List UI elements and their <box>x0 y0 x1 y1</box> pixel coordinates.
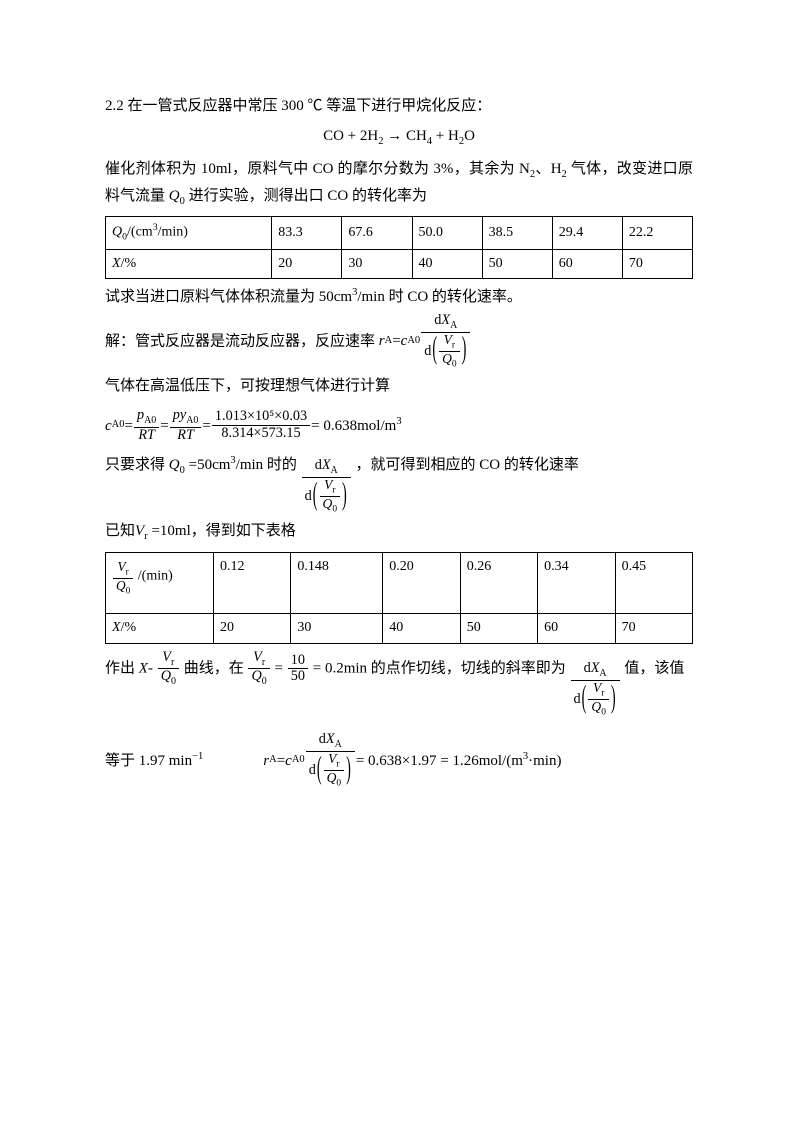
rate-equation: rA = cA0 dXA d(VrQ0) <box>379 313 472 370</box>
gas-ideal-text: 气体在高温低压下，可按理想气体进行计算 <box>105 374 693 398</box>
ca0-numerator: 1.013×10⁵×0.03 <box>212 409 310 426</box>
table-cell: 50 <box>460 614 537 643</box>
table-cell: 0.20 <box>383 553 460 614</box>
solution-intro-text: 解：管式反应器是流动反应器，反应速率 <box>105 333 379 349</box>
final-numbers: = 0.638×1.97 = 1.26mol/(m3·min) <box>356 749 562 773</box>
table-flow-conversion: Q0/(cm3/min) 83.3 67.6 50.0 38.5 29.4 22… <box>105 216 693 279</box>
table-header-vr: VrQ0 /(min) <box>106 553 214 614</box>
plot-instruction: 作出 X- VrQ0 曲线，在 VrQ0 = 1050 = 0.2min 的点作… <box>105 650 693 719</box>
table-cell: 70 <box>615 614 692 643</box>
table-cell: 22.2 <box>622 217 692 249</box>
ca0-denominator: 8.314×573.15 <box>212 426 310 442</box>
slope-value: 等于 1.97 min−1 <box>105 749 203 773</box>
table-row: X/% 20 30 40 50 60 70 <box>106 614 693 643</box>
solution-intro: 解：管式反应器是流动反应器，反应速率 rA = cA0 dXA d(VrQ0) <box>105 313 693 370</box>
table-cell: 20 <box>272 249 342 278</box>
frac-fifty: 50 <box>288 669 308 685</box>
table-row: VrQ0 /(min) 0.12 0.148 0.20 0.26 0.34 0.… <box>106 553 693 614</box>
table-cell: 30 <box>342 249 412 278</box>
table-row: Q0/(cm3/min) 83.3 67.6 50.0 38.5 29.4 22… <box>106 217 693 249</box>
need-suffix: ，就可得到相应的 CO 的转化速率 <box>356 457 579 473</box>
table-cell: 50 <box>482 249 552 278</box>
table-cell: 38.5 <box>482 217 552 249</box>
table-cell: 40 <box>383 614 460 643</box>
table-cell: 20 <box>214 614 291 643</box>
problem-heading: 2.2 在一管式反应器中常压 300 ℃ 等温下进行甲烷化反应： <box>105 94 693 118</box>
table-cell: 0.12 <box>214 553 291 614</box>
table-header-q: Q0/(cm3/min) <box>106 217 272 249</box>
eq-text: CO + 2H2 → CH4 + H2O <box>323 128 475 144</box>
plot-calc: = 0.2min <box>313 660 367 676</box>
final-rate-eq: rA = cA0 dXA d(VrQ0) = 0.638×1.97 = 1.26… <box>263 732 561 789</box>
table-cell: 29.4 <box>552 217 622 249</box>
table-cell: 40 <box>412 249 482 278</box>
table-cell: 50.0 <box>412 217 482 249</box>
table-cell: 0.148 <box>291 553 383 614</box>
table-cell: 0.34 <box>538 553 615 614</box>
final-result: 等于 1.97 min−1 rA = cA0 dXA d(VrQ0) = 0.6… <box>105 732 693 789</box>
table-cell: 67.6 <box>342 217 412 249</box>
table-header-x: X/% <box>106 614 214 643</box>
table-cell: 60 <box>552 249 622 278</box>
problem-conditions: 催化剂体积为 10ml，原料气中 CO 的摩尔分数为 3%，其余为 N2、H2 … <box>105 157 693 211</box>
need-derivative: 只要求得 Q0 =50cm3/min 时的 dXA d(VrQ0) ，就可得到相… <box>105 453 693 515</box>
table-cell: 0.45 <box>615 553 692 614</box>
ca0-calculation: cA0 = pA0RT = pyA0RT = 1.013×10⁵×0.038.3… <box>105 408 693 443</box>
table-cell: 70 <box>622 249 692 278</box>
vr-known: 已知Vr =10ml，得到如下表格 <box>105 519 693 546</box>
ca0-result: = 0.638mol/m3 <box>311 414 401 438</box>
table-row: X/% 20 30 40 50 60 70 <box>106 249 693 278</box>
table-header-x: X/% <box>106 249 272 278</box>
table-cell: 60 <box>538 614 615 643</box>
table-cell: 0.26 <box>460 553 537 614</box>
table-cell: 30 <box>291 614 383 643</box>
table-vr-conversion: VrQ0 /(min) 0.12 0.148 0.20 0.26 0.34 0.… <box>105 552 693 643</box>
problem-question: 试求当进口原料气体体积流量为 50cm3/min 时 CO 的转化速率。 <box>105 285 693 309</box>
reaction-equation: CO + 2H2 → CH4 + H2O <box>105 124 693 151</box>
table-cell: 83.3 <box>272 217 342 249</box>
frac-ten: 10 <box>288 653 308 670</box>
